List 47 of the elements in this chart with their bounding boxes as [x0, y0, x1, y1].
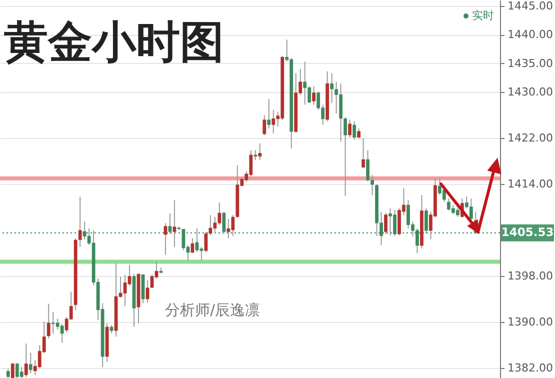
y-tick-label: 1440.00	[508, 28, 553, 42]
annotation: 分析师/辰逸凛	[165, 301, 260, 319]
candlestick	[222, 211, 226, 234]
candlestick	[195, 228, 199, 252]
candlestick	[469, 198, 473, 220]
y-tick-label: 1430.00	[508, 86, 553, 99]
candlestick	[370, 174, 374, 196]
y-tick-label: 1414.00	[508, 178, 553, 191]
candlestick	[60, 323, 64, 344]
candlestick	[267, 98, 271, 129]
candlestick	[254, 150, 258, 160]
y-tick-label: 1422.00	[508, 132, 553, 145]
candlestick	[46, 303, 50, 339]
candlestick	[6, 368, 10, 378]
candlestick	[204, 231, 208, 252]
candlestick	[226, 218, 230, 239]
candlestick	[78, 196, 82, 248]
candlestick	[303, 61, 307, 106]
candlestick	[200, 246, 204, 261]
candlestick	[362, 138, 365, 168]
y-tick-label: 1445.00	[508, 0, 553, 12]
y-tick-label: 1398.00	[508, 270, 553, 283]
candlestick	[384, 212, 388, 235]
candlestick	[366, 150, 370, 182]
candlestick	[28, 352, 32, 374]
annotation: 实时	[472, 9, 494, 22]
candlestick	[344, 116, 348, 197]
candlestick	[24, 342, 28, 378]
candlestick	[357, 128, 360, 139]
ref-line-label: 1405.53	[501, 224, 554, 239]
candlestick	[312, 86, 316, 106]
y-tick-label: 1390.00	[508, 316, 553, 329]
y-tick-label: 1435.00	[508, 56, 553, 70]
y-tick-label: 1382.00	[508, 362, 553, 375]
candlestick	[348, 119, 352, 138]
candlestick	[208, 214, 212, 236]
candlestick	[352, 120, 356, 140]
candlestick	[20, 366, 24, 378]
candlestick	[10, 362, 14, 378]
candlestick	[258, 142, 262, 160]
candlestick	[424, 208, 428, 234]
candlestick	[272, 109, 276, 134]
candlestick	[262, 114, 266, 136]
chart-title: 黄金小时图	[4, 17, 224, 68]
candlestick	[172, 200, 176, 248]
candlestick	[168, 212, 172, 234]
candlestick	[330, 72, 334, 104]
